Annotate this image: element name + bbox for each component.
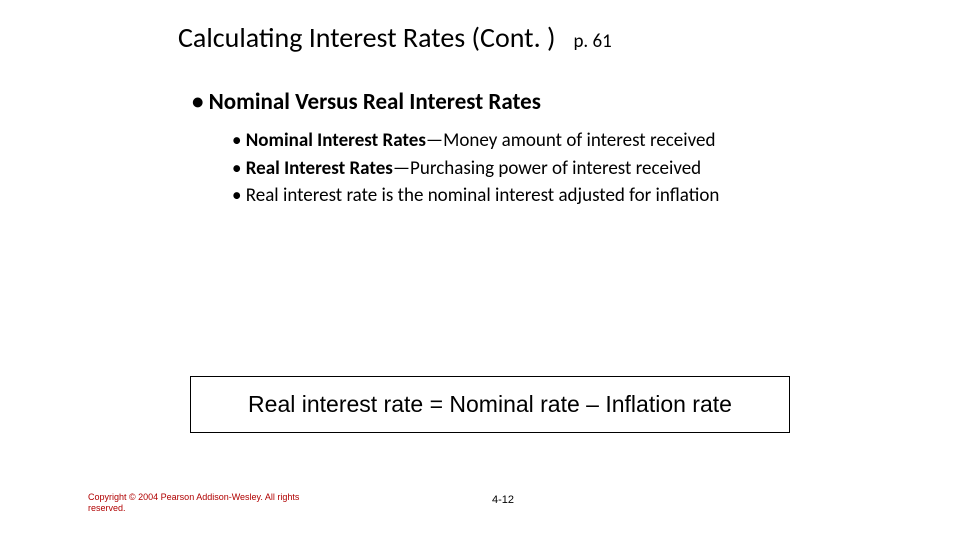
heading-level-1: Nominal Versus Real Interest Rates [192, 88, 541, 116]
page-reference: p. 61 [573, 30, 611, 53]
sub-bullet-text: Real interest rate is the nominal intere… [246, 184, 720, 207]
sub-bullet-bold: Nominal Interest Rates [246, 129, 426, 152]
sub-bullet-list: Nominal Interest Rates—Money amount of i… [232, 128, 792, 211]
sub-bullet-item: Real Interest Rates—Purchasing power of … [232, 156, 792, 182]
sub-bullet-item: Nominal Interest Rates—Money amount of i… [232, 128, 792, 154]
formula-box: Real interest rate = Nominal rate – Infl… [190, 376, 790, 433]
copyright-text: Copyright © 2004 Pearson Addison-Wesley.… [88, 492, 308, 515]
slide-number: 4-12 [492, 494, 514, 506]
slide-title: Calculating Interest Rates (Cont. ) [178, 20, 555, 55]
sub-bullet-item: Real interest rate is the nominal intere… [232, 183, 792, 209]
title-row: Calculating Interest Rates (Cont. ) p. 6… [178, 20, 612, 55]
sub-bullet-bold: Real Interest Rates [246, 157, 393, 180]
sub-bullet-text: —Money amount of interest received [426, 129, 716, 152]
sub-bullet-text: —Purchasing power of interest received [393, 157, 701, 180]
